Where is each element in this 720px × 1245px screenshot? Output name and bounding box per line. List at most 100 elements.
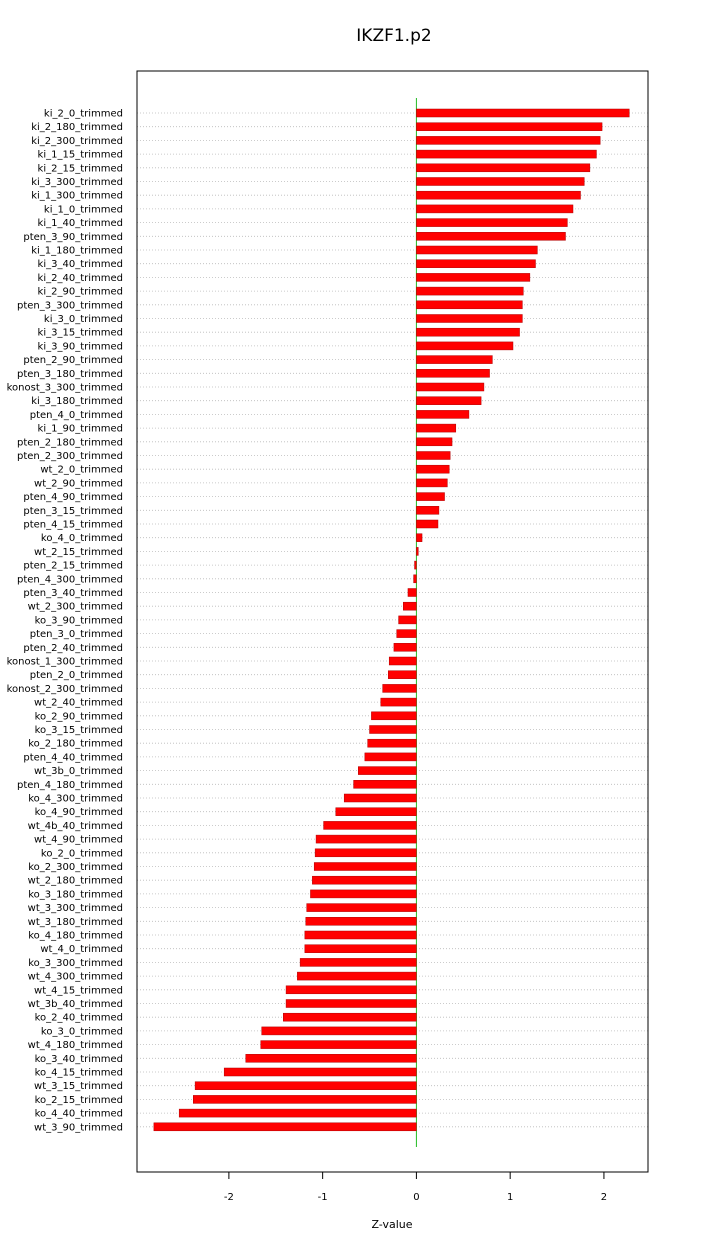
- category-label: wt_4_0_trimmed: [40, 944, 123, 955]
- x-axis-label: Z-value: [371, 1218, 412, 1231]
- category-label: wt_3_90_trimmed: [34, 1122, 123, 1133]
- bar: [416, 519, 439, 529]
- bars: [153, 108, 630, 1132]
- x-axis: -2 -1 0 1 2: [224, 1172, 607, 1203]
- category-label: ko_4_90_trimmed: [35, 807, 123, 818]
- category-label: ki_1_300_trimmed: [31, 191, 123, 202]
- category-label: ki_3_90_trimmed: [38, 341, 123, 352]
- bar: [260, 1040, 417, 1049]
- bar: [416, 410, 470, 419]
- bar: [285, 985, 417, 995]
- bar: [416, 341, 514, 351]
- category-label: pten_4_0_trimmed: [30, 410, 123, 421]
- bar: [416, 327, 520, 337]
- bar: [416, 451, 451, 460]
- category-label: ko_2_0_trimmed: [41, 848, 123, 859]
- category-label: ki_2_0_trimmed: [44, 109, 123, 120]
- bar: [304, 930, 417, 940]
- bar: [314, 848, 417, 858]
- bar: [367, 738, 417, 748]
- category-label: ko_4_0_trimmed: [41, 533, 123, 544]
- bar: [245, 1054, 417, 1063]
- bar: [223, 1067, 417, 1077]
- bar: [416, 122, 603, 131]
- bar: [261, 1026, 417, 1036]
- x-tick-label: 0: [413, 1192, 419, 1203]
- category-label: ko_4_300_trimmed: [28, 794, 123, 805]
- category-label: pten_3_180_trimmed: [17, 369, 123, 380]
- category-label: pten_2_90_trimmed: [23, 355, 123, 366]
- bar: [416, 232, 566, 241]
- bar: [305, 917, 417, 926]
- bar: [416, 259, 536, 268]
- category-label: ki_1_0_trimmed: [44, 204, 123, 215]
- bar: [315, 834, 417, 844]
- category-label: ko_3_0_trimmed: [41, 1026, 123, 1037]
- bar: [416, 190, 581, 200]
- bar: [193, 1095, 417, 1104]
- category-label: ko_4_40_trimmed: [35, 1109, 123, 1120]
- category-label: wt_3b_40_trimmed: [28, 999, 123, 1010]
- bar: [416, 300, 523, 310]
- category-label: wt_4_300_trimmed: [28, 972, 123, 983]
- category-labels: ki_2_0_trimmed ki_2_180_trimmed ki_2_300_t…: [7, 109, 123, 1134]
- bar: [310, 889, 417, 899]
- bar: [416, 314, 523, 323]
- x-tick-label: -1: [318, 1192, 328, 1203]
- category-label: ki_3_180_trimmed: [31, 396, 123, 407]
- bar: [416, 437, 453, 447]
- bar: [358, 766, 417, 775]
- bar: [416, 423, 457, 433]
- bar: [416, 355, 493, 364]
- category-label: wt_3_15_trimmed: [34, 1081, 123, 1092]
- category-label: ki_3_300_trimmed: [31, 177, 123, 188]
- category-label: ko_2_15_trimmed: [35, 1095, 123, 1106]
- category-label: wt_2_15_trimmed: [34, 547, 123, 558]
- bar: [403, 601, 417, 611]
- category-label: ko_3_300_trimmed: [28, 958, 123, 969]
- bar: [371, 711, 417, 721]
- bar: [416, 369, 490, 378]
- category-label: wt_4b_40_trimmed: [28, 821, 123, 832]
- bar: [312, 875, 417, 885]
- category-label: ki_3_0_trimmed: [44, 314, 123, 325]
- category-label: pten_4_40_trimmed: [23, 752, 123, 763]
- bar: [416, 492, 445, 501]
- category-label: konost_1_300_trimmed: [7, 657, 123, 668]
- category-label: wt_4_15_trimmed: [34, 985, 123, 996]
- bar: [413, 574, 417, 584]
- bar: [416, 286, 524, 296]
- bar: [416, 506, 440, 515]
- category-label: ko_3_40_trimmed: [35, 1054, 123, 1065]
- bar: [396, 629, 417, 638]
- category-label: ko_2_300_trimmed: [28, 862, 123, 873]
- bar: [416, 273, 531, 282]
- category-label: ki_1_15_trimmed: [38, 150, 123, 161]
- bar: [414, 560, 417, 570]
- bar: [299, 958, 417, 967]
- bar: [416, 478, 448, 488]
- category-label: wt_2_0_trimmed: [40, 465, 123, 476]
- bar: [416, 136, 601, 145]
- bar: [285, 999, 417, 1008]
- category-label: pten_3_40_trimmed: [23, 588, 123, 599]
- category-label: ki_1_90_trimmed: [38, 424, 123, 435]
- category-label: wt_2_40_trimmed: [34, 698, 123, 709]
- category-label: pten_2_0_trimmed: [30, 670, 123, 681]
- category-label: ki_2_40_trimmed: [38, 273, 123, 284]
- category-label: pten_4_15_trimmed: [23, 520, 123, 531]
- category-label: pten_4_90_trimmed: [23, 492, 123, 503]
- category-label: pten_2_300_trimmed: [17, 451, 123, 462]
- bar: [416, 533, 423, 542]
- bar: [416, 464, 450, 474]
- category-label: pten_2_180_trimmed: [17, 437, 123, 448]
- bar: [283, 1012, 417, 1022]
- bar: [416, 204, 574, 214]
- bar: [416, 108, 630, 118]
- x-tick-label: 1: [507, 1192, 513, 1203]
- category-label: ki_3_15_trimmed: [38, 328, 123, 339]
- bar: [153, 1122, 417, 1132]
- x-tick-label: -2: [224, 1192, 234, 1203]
- bar: [364, 752, 417, 762]
- category-label: ki_1_180_trimmed: [31, 246, 123, 257]
